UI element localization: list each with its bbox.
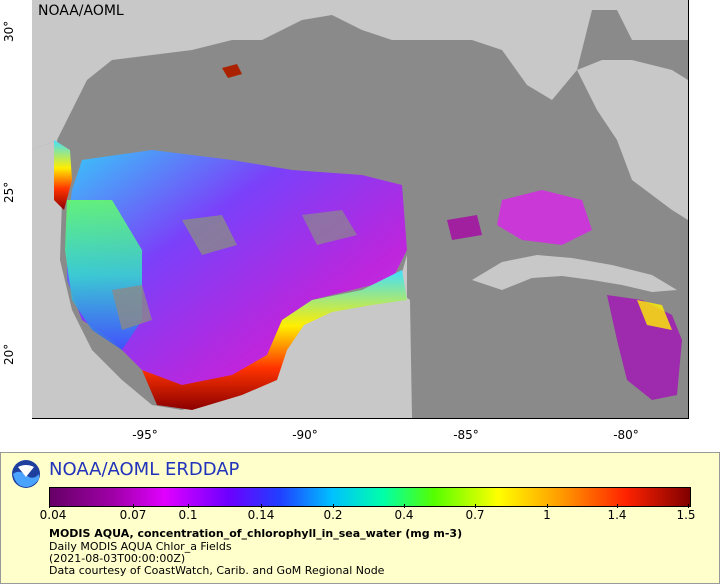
map-frame: NOAA/AOML 30° 25° 20° -95° -90° -85° -80… — [2, 0, 689, 442]
coastal-bloom-texas — [54, 140, 72, 210]
bloom-west-gulf — [67, 150, 407, 390]
nodata-gap-3 — [112, 285, 152, 330]
legend-title: NOAA/AOML ERDDAP — [49, 459, 240, 480]
variable-title: MODIS AQUA, concentration_of_chlorophyll… — [49, 527, 463, 540]
x-tick-neg80: -80° — [613, 428, 639, 442]
map-graphic — [32, 0, 688, 418]
colorbar-tick-2: 0.1 — [178, 508, 198, 522]
bloom-cuba-north — [497, 190, 592, 245]
nodata-gap-2 — [302, 210, 357, 245]
map-corner-label: NOAA/AOML — [38, 3, 124, 19]
land-us-gulf-coast — [32, 0, 688, 150]
bloom-mississippi — [222, 64, 242, 78]
chlorophyll-map[interactable]: NOAA/AOML — [32, 0, 689, 419]
colorbar-tick-0: 0.04 — [39, 508, 67, 522]
data-credit: Data courtesy of CoastWatch, Carib. and … — [49, 564, 385, 577]
x-tick-neg95: -95° — [132, 428, 158, 442]
x-tick-neg85: -85° — [453, 428, 479, 442]
dataset-name: Daily MODIS AQUA Chlor_a Fields — [49, 540, 232, 553]
land-florida — [577, 60, 688, 220]
x-tick-neg90: -90° — [292, 428, 318, 442]
colorbar-tick-7: 1 — [543, 508, 551, 522]
bloom-yucatan-channel — [637, 300, 672, 330]
colorbar-tick-5: 0.4 — [394, 508, 414, 522]
land-cuba — [472, 255, 677, 292]
y-tick-30: 30° — [2, 20, 16, 42]
bloom-florida-keys — [447, 215, 482, 240]
y-tick-20: 20° — [2, 343, 16, 365]
land-bahamas — [632, 100, 680, 164]
colorbar-tick-4: 0.2 — [323, 508, 343, 522]
colorbar-tick-3: 0.14 — [247, 508, 275, 522]
noaa-logo-icon — [11, 459, 41, 489]
time-stamp: (2021-08-03T00:00:00Z) — [49, 552, 186, 565]
legend-panel: NOAA/AOML ERDDAP — [0, 452, 720, 584]
colorbar-tick-1: 0.07 — [119, 508, 147, 522]
land-yucatan — [282, 290, 412, 418]
y-tick-25: 25° — [2, 181, 16, 203]
colorbar — [49, 487, 691, 507]
colorbar-tick-8: 1.4 — [607, 508, 627, 522]
colorbar-tick-6: 0.7 — [465, 508, 485, 522]
colorbar-tick-9: 1.5 — [676, 508, 696, 522]
coastal-bloom-campeche — [142, 270, 407, 410]
nodata-gap-1 — [182, 215, 237, 255]
